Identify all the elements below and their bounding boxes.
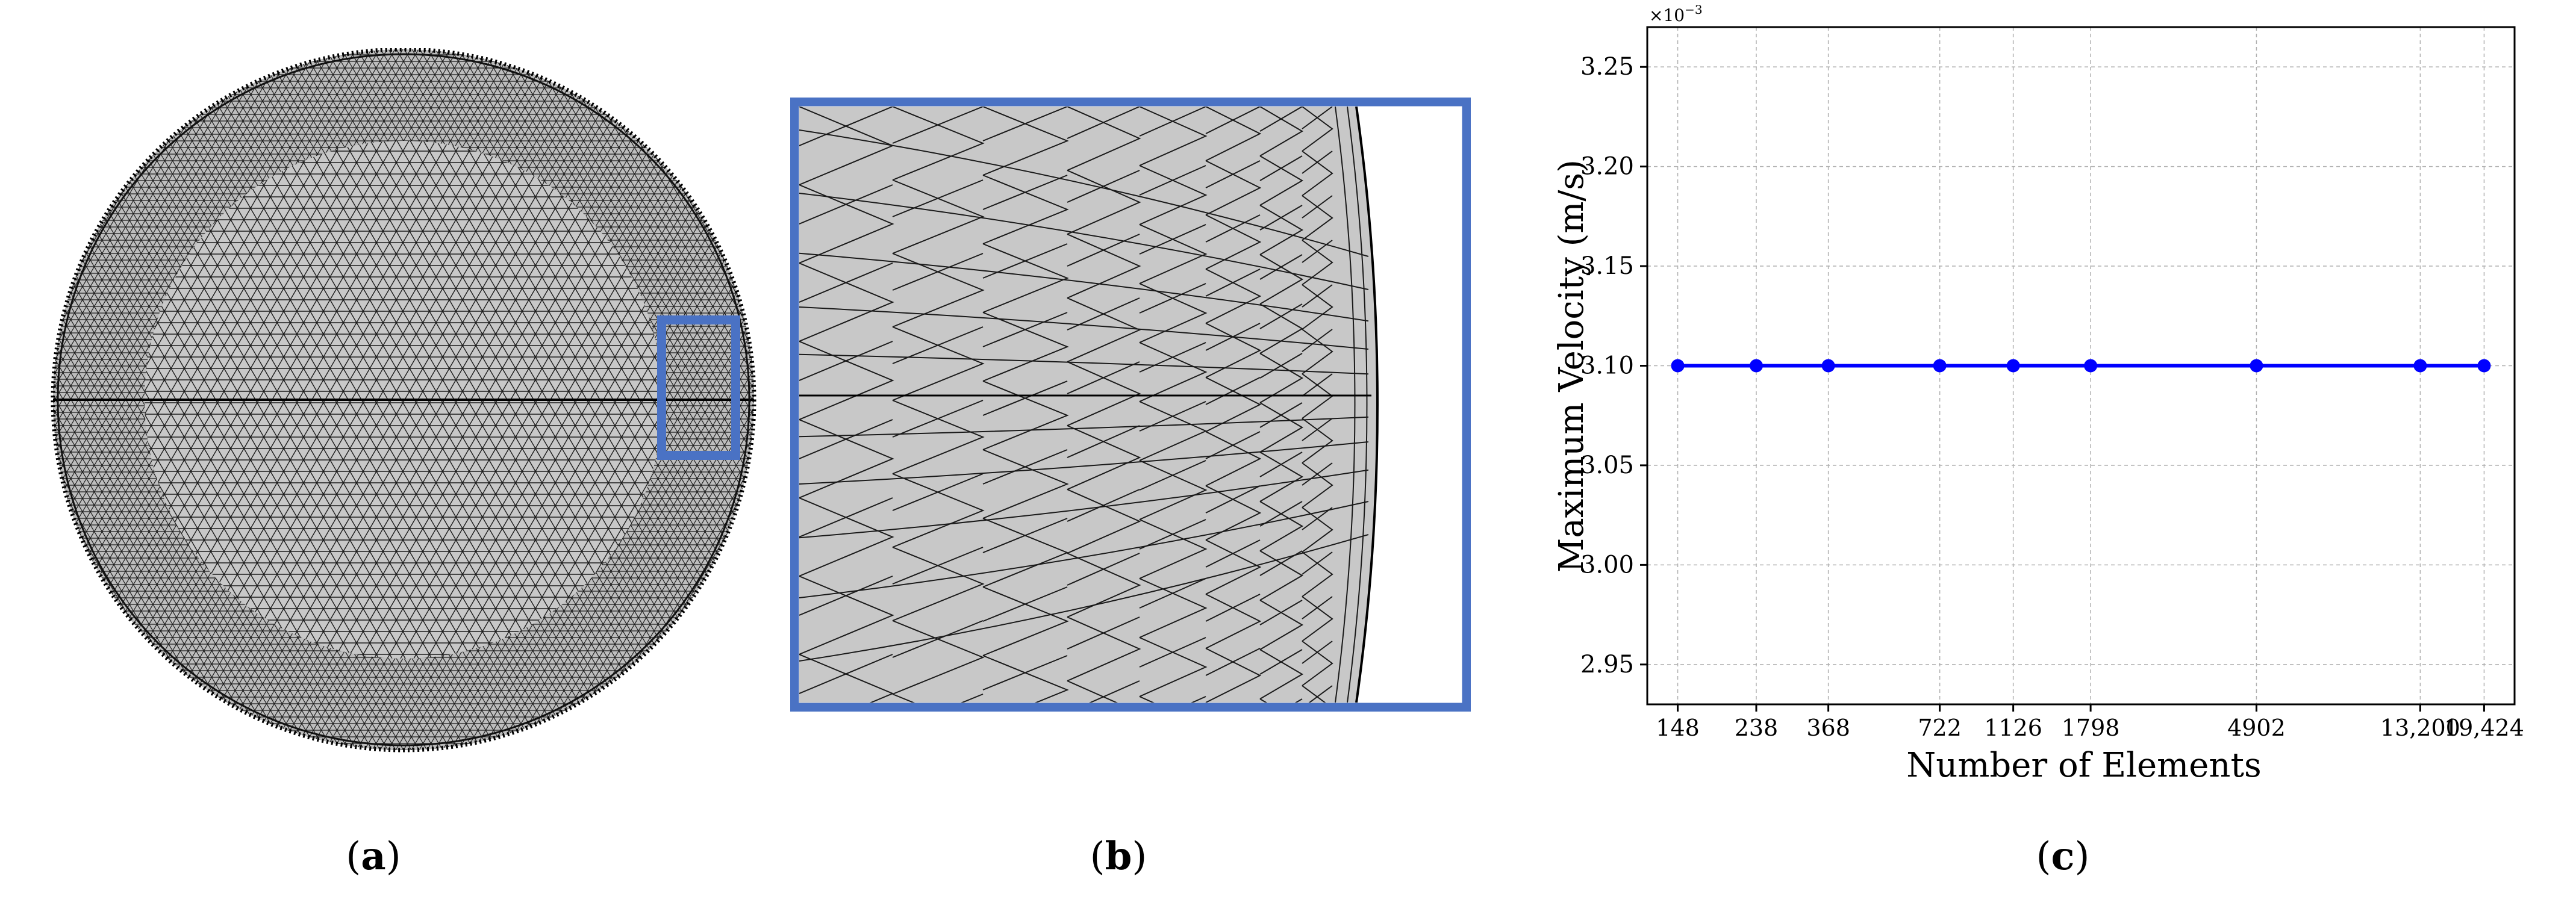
y-tick-label: 3.10	[1580, 352, 1634, 380]
x-tick-label: 1798	[2062, 715, 2120, 741]
panel-a-mesh	[51, 48, 756, 753]
y-tick-label: 3.00	[1580, 551, 1634, 579]
y-tick-label: 3.05	[1580, 452, 1634, 479]
zoom-boundary-layer-2	[1347, 107, 1368, 703]
data-point	[1933, 359, 1947, 373]
zoom-region-box	[657, 315, 740, 460]
panel-b-zoom-mesh	[790, 98, 1471, 712]
data-point	[2413, 359, 2427, 373]
data-point	[2250, 359, 2263, 373]
data-point	[2084, 359, 2098, 373]
series-layer	[1671, 359, 2491, 373]
data-point	[1749, 359, 1763, 373]
caption-c: (c)	[2036, 834, 2090, 879]
zoom-mesh-lines	[799, 107, 1369, 703]
data-point	[1821, 359, 1835, 373]
caption-a: (a)	[346, 834, 401, 879]
zoom-boundary-outer	[1355, 107, 1379, 703]
x-tick-label: 368	[1806, 715, 1850, 741]
zoom-mesh-area	[799, 107, 1377, 703]
x-tick-label: 1126	[1984, 715, 2042, 741]
x-tick-label: 13,200	[2380, 715, 2460, 741]
data-point	[1671, 359, 1685, 373]
y-axis-label: Maximum Velocity (m/s)	[1552, 160, 1591, 573]
data-point	[2006, 359, 2020, 373]
mesh-boundary	[51, 48, 756, 753]
x-tick-label: 148	[1656, 715, 1700, 741]
x-axis-label: Number of Elements	[1906, 746, 2261, 785]
y-tick-label: 2.95	[1580, 651, 1634, 678]
x-tick-label: 4902	[2227, 715, 2286, 741]
y-tick-label: 3.25	[1580, 53, 1634, 81]
y-multiplier: ×10−3	[1649, 2, 1703, 25]
y-tick-label: 3.20	[1580, 153, 1634, 181]
mesh-boundary-inner	[57, 53, 750, 746]
x-tick-label: 722	[1918, 715, 1962, 741]
panel-c-chart: 2.95 3.00 3.05 3.10 3.15 3.20 3.25 148 238 368 72…	[1552, 2, 2524, 785]
x-tick-label: 19,424	[2444, 715, 2524, 741]
zoom-boundary-layer	[1335, 107, 1356, 703]
data-point	[2477, 359, 2491, 373]
zoom-frame	[790, 98, 1471, 712]
x-tick-label: 238	[1735, 715, 1779, 741]
caption-b: (b)	[1090, 834, 1147, 879]
y-axis-ticks: 2.95 3.00 3.05 3.10 3.15 3.20 3.25	[1580, 53, 1647, 678]
y-tick-label: 3.15	[1580, 252, 1634, 280]
